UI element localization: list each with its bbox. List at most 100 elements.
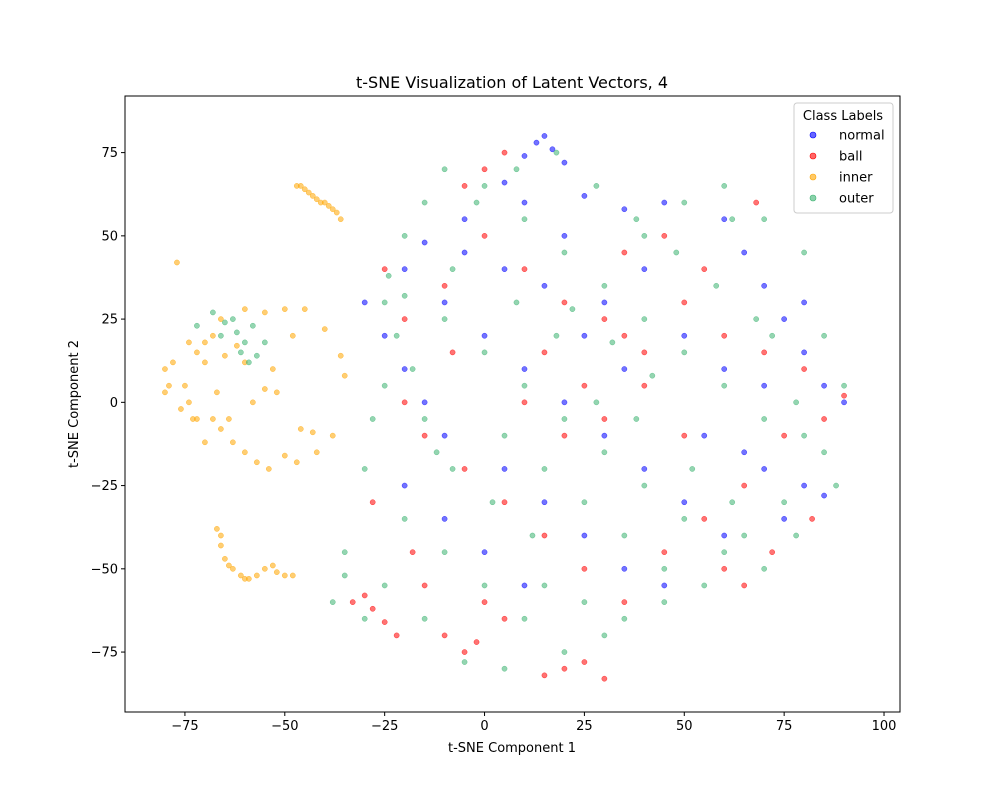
x-tick-label: −25 [371,719,398,734]
data-point-outer [833,482,839,489]
data-point-inner [321,199,328,206]
y-tick-label: 75 [101,146,118,161]
data-point-normal [501,179,508,186]
data-point-outer [601,449,608,456]
data-point-inner [218,532,224,539]
data-point-ball [421,432,428,439]
data-point-inner [210,332,216,339]
data-point-outer [385,272,392,279]
legend: Class Labels normal ball inner outer [793,102,894,214]
data-point-normal [401,266,408,272]
data-point-outer [393,332,400,339]
data-point-inner [230,565,236,572]
data-point-normal [461,216,468,223]
data-point-ball [541,672,548,679]
data-point-normal [401,366,408,372]
data-point-normal [441,516,448,522]
data-point-ball [401,399,408,406]
data-point-normal [741,449,748,456]
x-tick-label: 25 [576,719,593,734]
data-point-inner [321,326,328,332]
data-point-inner [309,193,316,199]
data-point-normal [681,499,688,506]
data-point-ball [601,675,608,682]
data-point-normal [533,139,540,146]
data-point-ball [393,632,400,639]
data-point-normal [721,532,728,539]
y-tick-label: 0 [110,396,118,411]
data-point-outer [721,183,728,189]
data-point-outer [661,599,668,605]
data-point-inner [222,555,228,562]
data-point-ball [769,549,776,556]
data-point-outer [513,299,520,306]
y-tick-label: 50 [101,229,118,244]
legend-label-outer: outer [839,192,874,207]
data-point-ball [661,549,668,556]
data-point-normal [521,153,528,159]
data-point-inner [297,426,304,432]
data-point-outer [681,199,688,206]
data-point-normal [561,232,568,239]
legend-entries: normal ball inner outer [809,129,885,207]
data-point-ball [361,592,368,599]
data-point-outer [601,282,608,289]
data-point-inner [261,386,268,392]
data-point-outer [361,615,368,622]
data-point-ball [561,432,568,439]
legend-label-normal: normal [839,129,885,144]
data-point-normal [581,332,588,339]
data-point-inner [241,575,248,582]
data-point-outer [741,532,748,539]
data-point-normal [541,499,548,506]
data-point-normal [621,565,628,572]
data-point-normal [461,249,468,256]
data-point-ball [461,466,468,472]
data-point-ball [501,149,508,156]
data-point-outer [222,319,228,326]
data-point-inner [341,372,348,379]
y-tick-label: 25 [101,313,118,328]
data-point-ball [753,199,760,206]
data-point-outer [681,349,688,356]
data-point-normal [701,432,708,439]
data-point-outer [581,499,588,506]
data-point-normal [521,199,528,206]
data-point-ball [381,266,388,272]
data-point-outer [801,432,807,439]
data-point-outer [793,532,799,539]
data-point-outer [593,183,600,189]
legend-box [793,102,894,214]
y-tick-label: −75 [91,646,118,661]
data-point-ball [461,649,468,655]
data-point-normal [641,466,648,472]
legend-title: Class Labels [803,109,883,124]
data-point-normal [401,482,408,489]
data-point-inner [202,359,208,366]
data-point-ball [441,282,448,289]
data-point-ball [561,665,568,672]
data-point-ball [501,615,508,622]
data-point-ball [369,499,376,506]
data-point-normal [581,193,588,199]
x-tick-label: −50 [271,719,298,734]
data-point-normal [821,492,827,499]
data-point-inner [178,406,184,412]
x-tick-label: 50 [676,719,693,734]
data-point-ball [461,183,468,189]
data-point-outer [761,216,768,223]
data-point-outer [701,582,708,589]
data-point-inner [289,572,296,579]
data-point-outer [541,466,548,472]
data-point-ball [441,632,448,639]
data-point-inner [202,439,208,446]
data-point-inner [162,366,168,372]
data-point-inner [313,449,320,456]
data-point-outer [761,416,768,422]
data-point-normal [741,249,748,256]
y-axis: −75 −50 −25 0 25 50 75 [91,146,125,661]
data-point-outer [238,349,244,356]
data-point-inner [218,426,224,432]
data-point-ball [521,399,528,406]
data-point-inner [281,572,288,579]
